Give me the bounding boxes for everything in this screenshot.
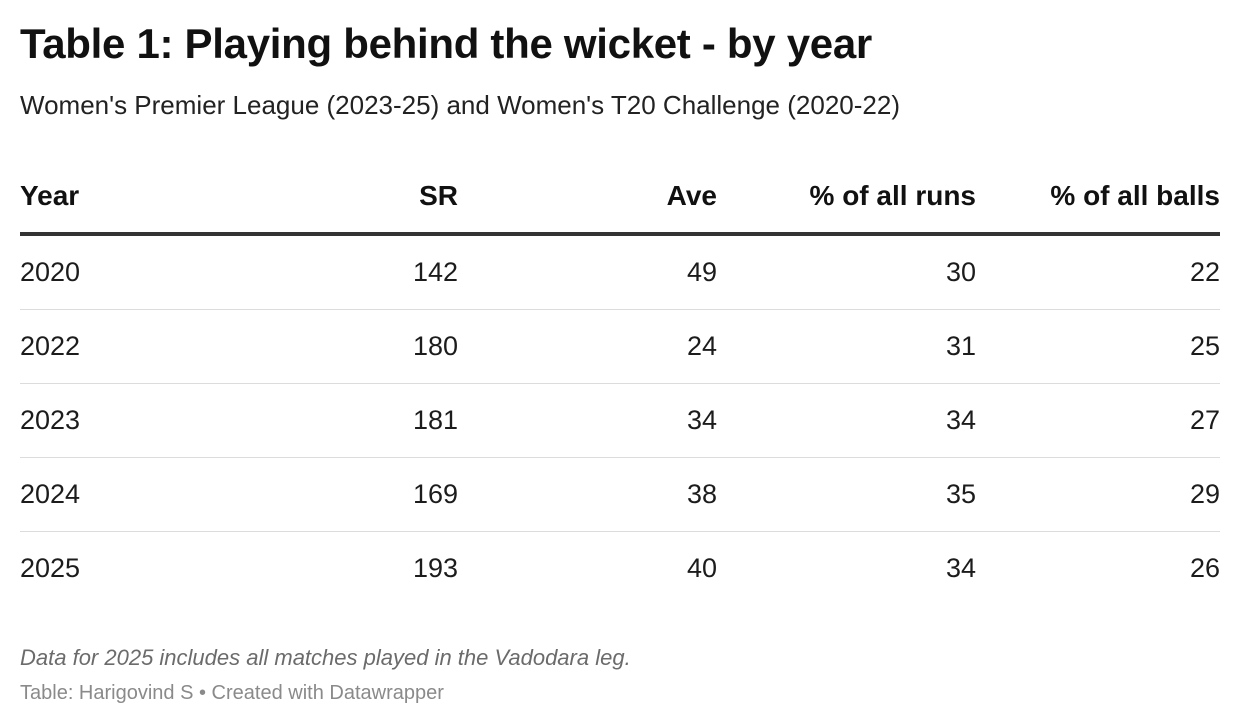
column-header-ave: Ave [458,160,717,236]
column-header-balls-pct: % of all balls [976,160,1220,236]
table-row: 2024 169 38 35 29 [20,457,1220,532]
column-header-year: Year [20,160,200,236]
cell-ave: 38 [458,457,717,532]
table-header-row: Year SR Ave % of all runs % of all balls [20,160,1220,236]
cell-runs-pct: 34 [945,553,976,583]
cell-balls-pct: 26 [1189,553,1220,583]
chart-subtitle: Women's Premier League (2023-25) and Wom… [20,90,900,120]
cell-year: 2024 [20,457,200,532]
cell-sr: 181 [200,383,458,458]
cell-ave: 49 [458,234,717,310]
cell-runs-pct: 30 [717,234,976,310]
cell-year: 2022 [20,309,200,384]
cell-sr: 193 [412,553,458,583]
cell-sr: 142 [200,234,458,310]
table-row: 2025 193 40 34 26 [20,532,1220,606]
column-header-runs-pct: % of all runs [717,160,976,236]
cell-balls-pct: 22 [976,234,1220,310]
source-credit: Table: Harigovind S • Created with Dataw… [20,682,444,704]
cell-ave: 34 [458,383,717,458]
cell-ave: 24 [458,309,717,384]
cell-runs-pct: 34 [717,383,976,458]
cell-balls-pct: 25 [976,309,1220,384]
cell-balls-pct: 27 [976,383,1220,458]
cell-ave: 40 [686,553,717,583]
column-header-sr: SR [200,160,458,236]
chart-title: Table 1: Playing behind the wicket - by … [20,20,872,67]
cell-year: 2023 [20,383,200,458]
cell-year: 2025 [20,553,81,583]
table-row: 2020 142 49 30 22 [20,234,1220,310]
cell-sr: 180 [200,309,458,384]
cell-runs-pct: 31 [717,309,976,384]
table-row: 2023 181 34 34 27 [20,383,1220,458]
cell-runs-pct: 35 [717,457,976,532]
cell-balls-pct: 29 [976,457,1220,532]
cell-year: 2020 [20,234,200,310]
cell-sr: 169 [200,457,458,532]
footnote: Data for 2025 includes all matches playe… [20,645,631,670]
data-table: Year SR Ave % of all runs % of all balls… [20,160,1220,605]
table-row: 2022 180 24 31 25 [20,309,1220,384]
